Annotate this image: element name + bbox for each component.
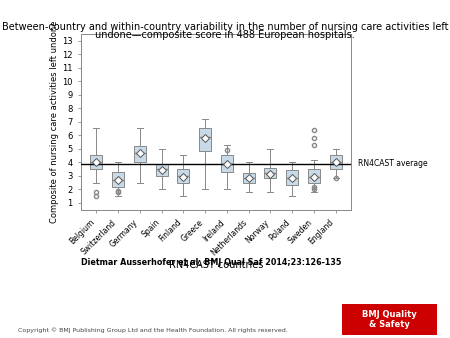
PathPatch shape	[134, 146, 146, 162]
PathPatch shape	[265, 168, 276, 178]
Text: BMJ Quality
& Safety: BMJ Quality & Safety	[362, 310, 417, 329]
Text: Dietmar Ausserhofer et al. BMJ Qual Saf 2014;23:126-135: Dietmar Ausserhofer et al. BMJ Qual Saf …	[81, 258, 342, 267]
Text: RN4CAST average: RN4CAST average	[358, 159, 427, 168]
PathPatch shape	[199, 128, 211, 151]
PathPatch shape	[177, 169, 189, 183]
Text: Between-country and within-country variability in the number of nursing care act: Between-country and within-country varia…	[2, 22, 448, 32]
PathPatch shape	[90, 155, 102, 169]
Text: Copyright © BMJ Publishing Group Ltd and the Health Foundation. All rights reser: Copyright © BMJ Publishing Group Ltd and…	[18, 327, 288, 333]
PathPatch shape	[243, 173, 255, 183]
PathPatch shape	[286, 170, 298, 185]
X-axis label: RN4CAST countries: RN4CAST countries	[169, 260, 263, 270]
PathPatch shape	[156, 164, 167, 176]
PathPatch shape	[221, 155, 233, 172]
PathPatch shape	[112, 172, 124, 187]
Y-axis label: Composite of nursing care activities left undone: Composite of nursing care activities lef…	[50, 20, 59, 223]
PathPatch shape	[308, 169, 320, 183]
PathPatch shape	[330, 155, 342, 169]
Text: undone—composite score in 488 European hospitals.: undone—composite score in 488 European h…	[95, 30, 355, 41]
